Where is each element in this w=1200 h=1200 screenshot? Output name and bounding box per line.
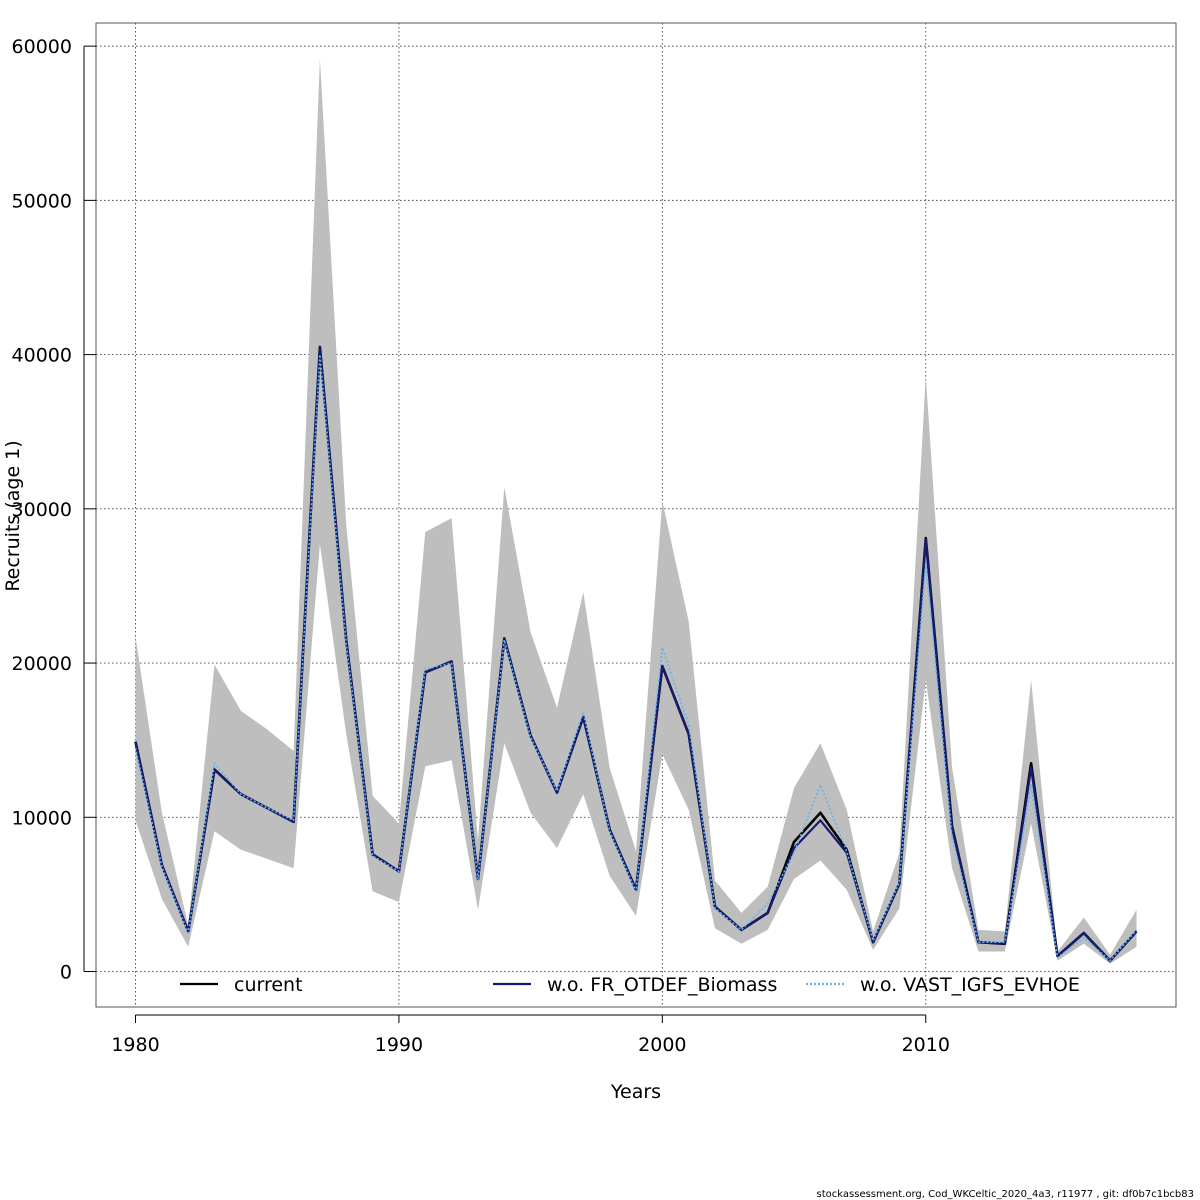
confidence-band: [135, 58, 1137, 964]
x-tick-label-2010: 2010: [902, 1034, 950, 1056]
y-axis: 0 10000 20000 30000 40000 50000 60000: [12, 36, 96, 984]
x-tick-label-2000: 2000: [638, 1034, 686, 1056]
legend-label-3: w.o. VAST_IGFS_EVHOE: [860, 974, 1080, 996]
y-tick-label-40000: 40000: [12, 345, 72, 367]
y-tick-label-0: 0: [60, 962, 72, 984]
legend-label-2: w.o. FR_OTDEF_Biomass: [547, 974, 777, 996]
legend-label-1: current: [234, 974, 303, 996]
x-tick-label-1980: 1980: [111, 1034, 159, 1056]
y-tick-label-10000: 10000: [12, 807, 72, 829]
confidence-band-layer: [135, 58, 1137, 964]
series-line-3: [134, 353, 1138, 962]
x-axis: 1980 1990 2000 2010: [111, 1014, 950, 1056]
x-tick-label-1990: 1990: [375, 1034, 423, 1056]
y-axis-title: Recruits (age 1): [2, 440, 24, 591]
y-tick-label-50000: 50000: [12, 190, 72, 212]
legend: current w.o. FR_OTDEF_Biomass w.o. VAST_IG…: [180, 974, 1080, 996]
y-tick-label-30000: 30000: [12, 499, 72, 521]
plot-frame: [95, 22, 1177, 1008]
y-tick-label-20000: 20000: [12, 653, 72, 675]
x-axis-title: Years: [610, 1081, 661, 1103]
series-lines: [134, 345, 1138, 963]
y-tick-label-60000: 60000: [12, 36, 72, 58]
footer-note: stockassessment.org, Cod_WKCeltic_2020_4…: [817, 1189, 1194, 1200]
